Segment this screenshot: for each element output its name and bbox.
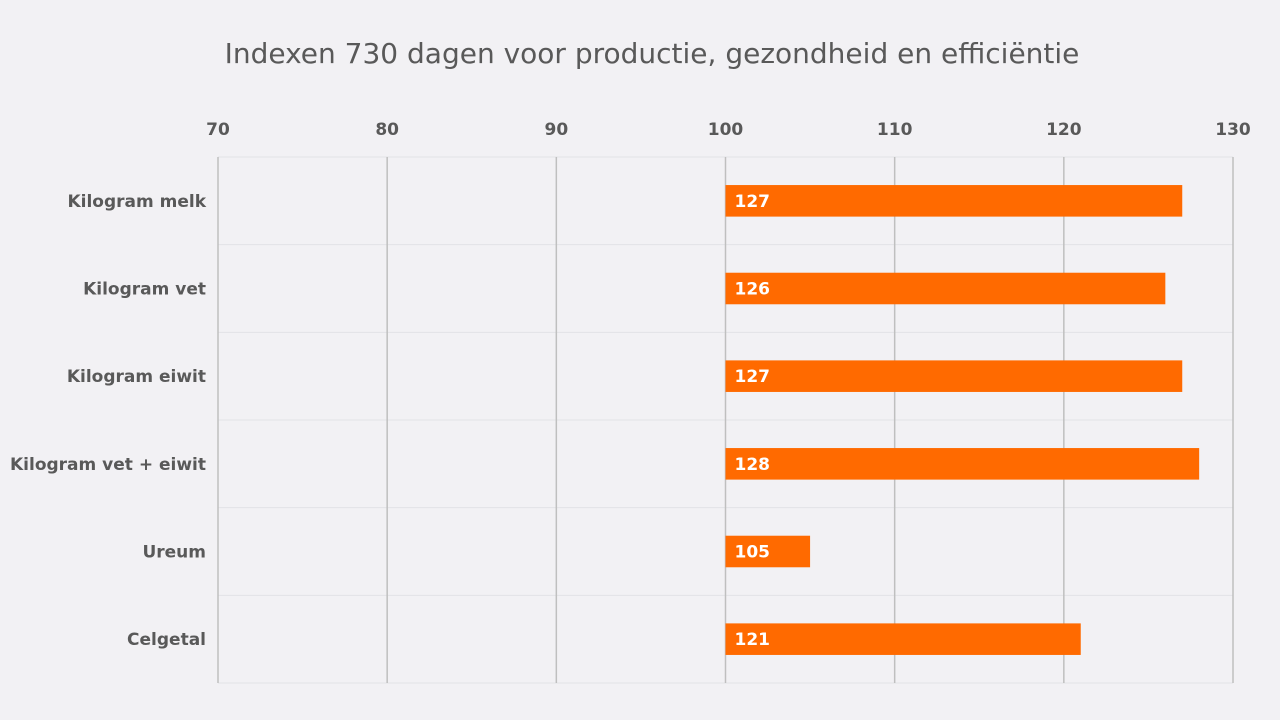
chart-title: Indexen 730 dagen voor productie, gezond…	[225, 37, 1080, 70]
x-tick-label: 80	[375, 120, 399, 140]
data-label: 105	[735, 543, 771, 563]
bar	[725, 535, 811, 568]
bar	[725, 185, 1183, 217]
grid	[217, 156, 1234, 684]
data-label: 121	[735, 630, 771, 650]
category-label: Kilogram melk	[67, 192, 206, 212]
data-label: 126	[735, 280, 771, 300]
x-axis-ticks: 70 80 90 100 110 120 130	[206, 120, 1251, 140]
category-label: Celgetal	[127, 630, 206, 650]
category-label: Kilogram vet	[83, 280, 206, 300]
data-label: 127	[735, 367, 771, 387]
bars	[725, 185, 1200, 655]
data-label: 128	[735, 455, 771, 475]
bar	[725, 272, 1166, 305]
data-labels: 127 126 127 128 105 121	[735, 192, 771, 650]
bar	[725, 360, 1183, 392]
category-label: Ureum	[142, 543, 206, 563]
x-tick-label: 90	[544, 120, 568, 140]
bar	[725, 448, 1200, 480]
category-label: Kilogram vet + eiwit	[10, 455, 206, 475]
data-label: 127	[735, 192, 771, 212]
x-tick-label: 120	[1046, 120, 1082, 140]
bar	[725, 623, 1081, 655]
x-tick-label: 130	[1215, 120, 1251, 140]
y-axis-categories: Kilogram melk Kilogram vet Kilogram eiwit K…	[10, 192, 207, 650]
x-tick-label: 110	[877, 120, 913, 140]
category-label: Kilogram eiwit	[67, 367, 206, 387]
x-tick-label: 70	[206, 120, 230, 140]
x-tick-label: 100	[708, 120, 744, 140]
